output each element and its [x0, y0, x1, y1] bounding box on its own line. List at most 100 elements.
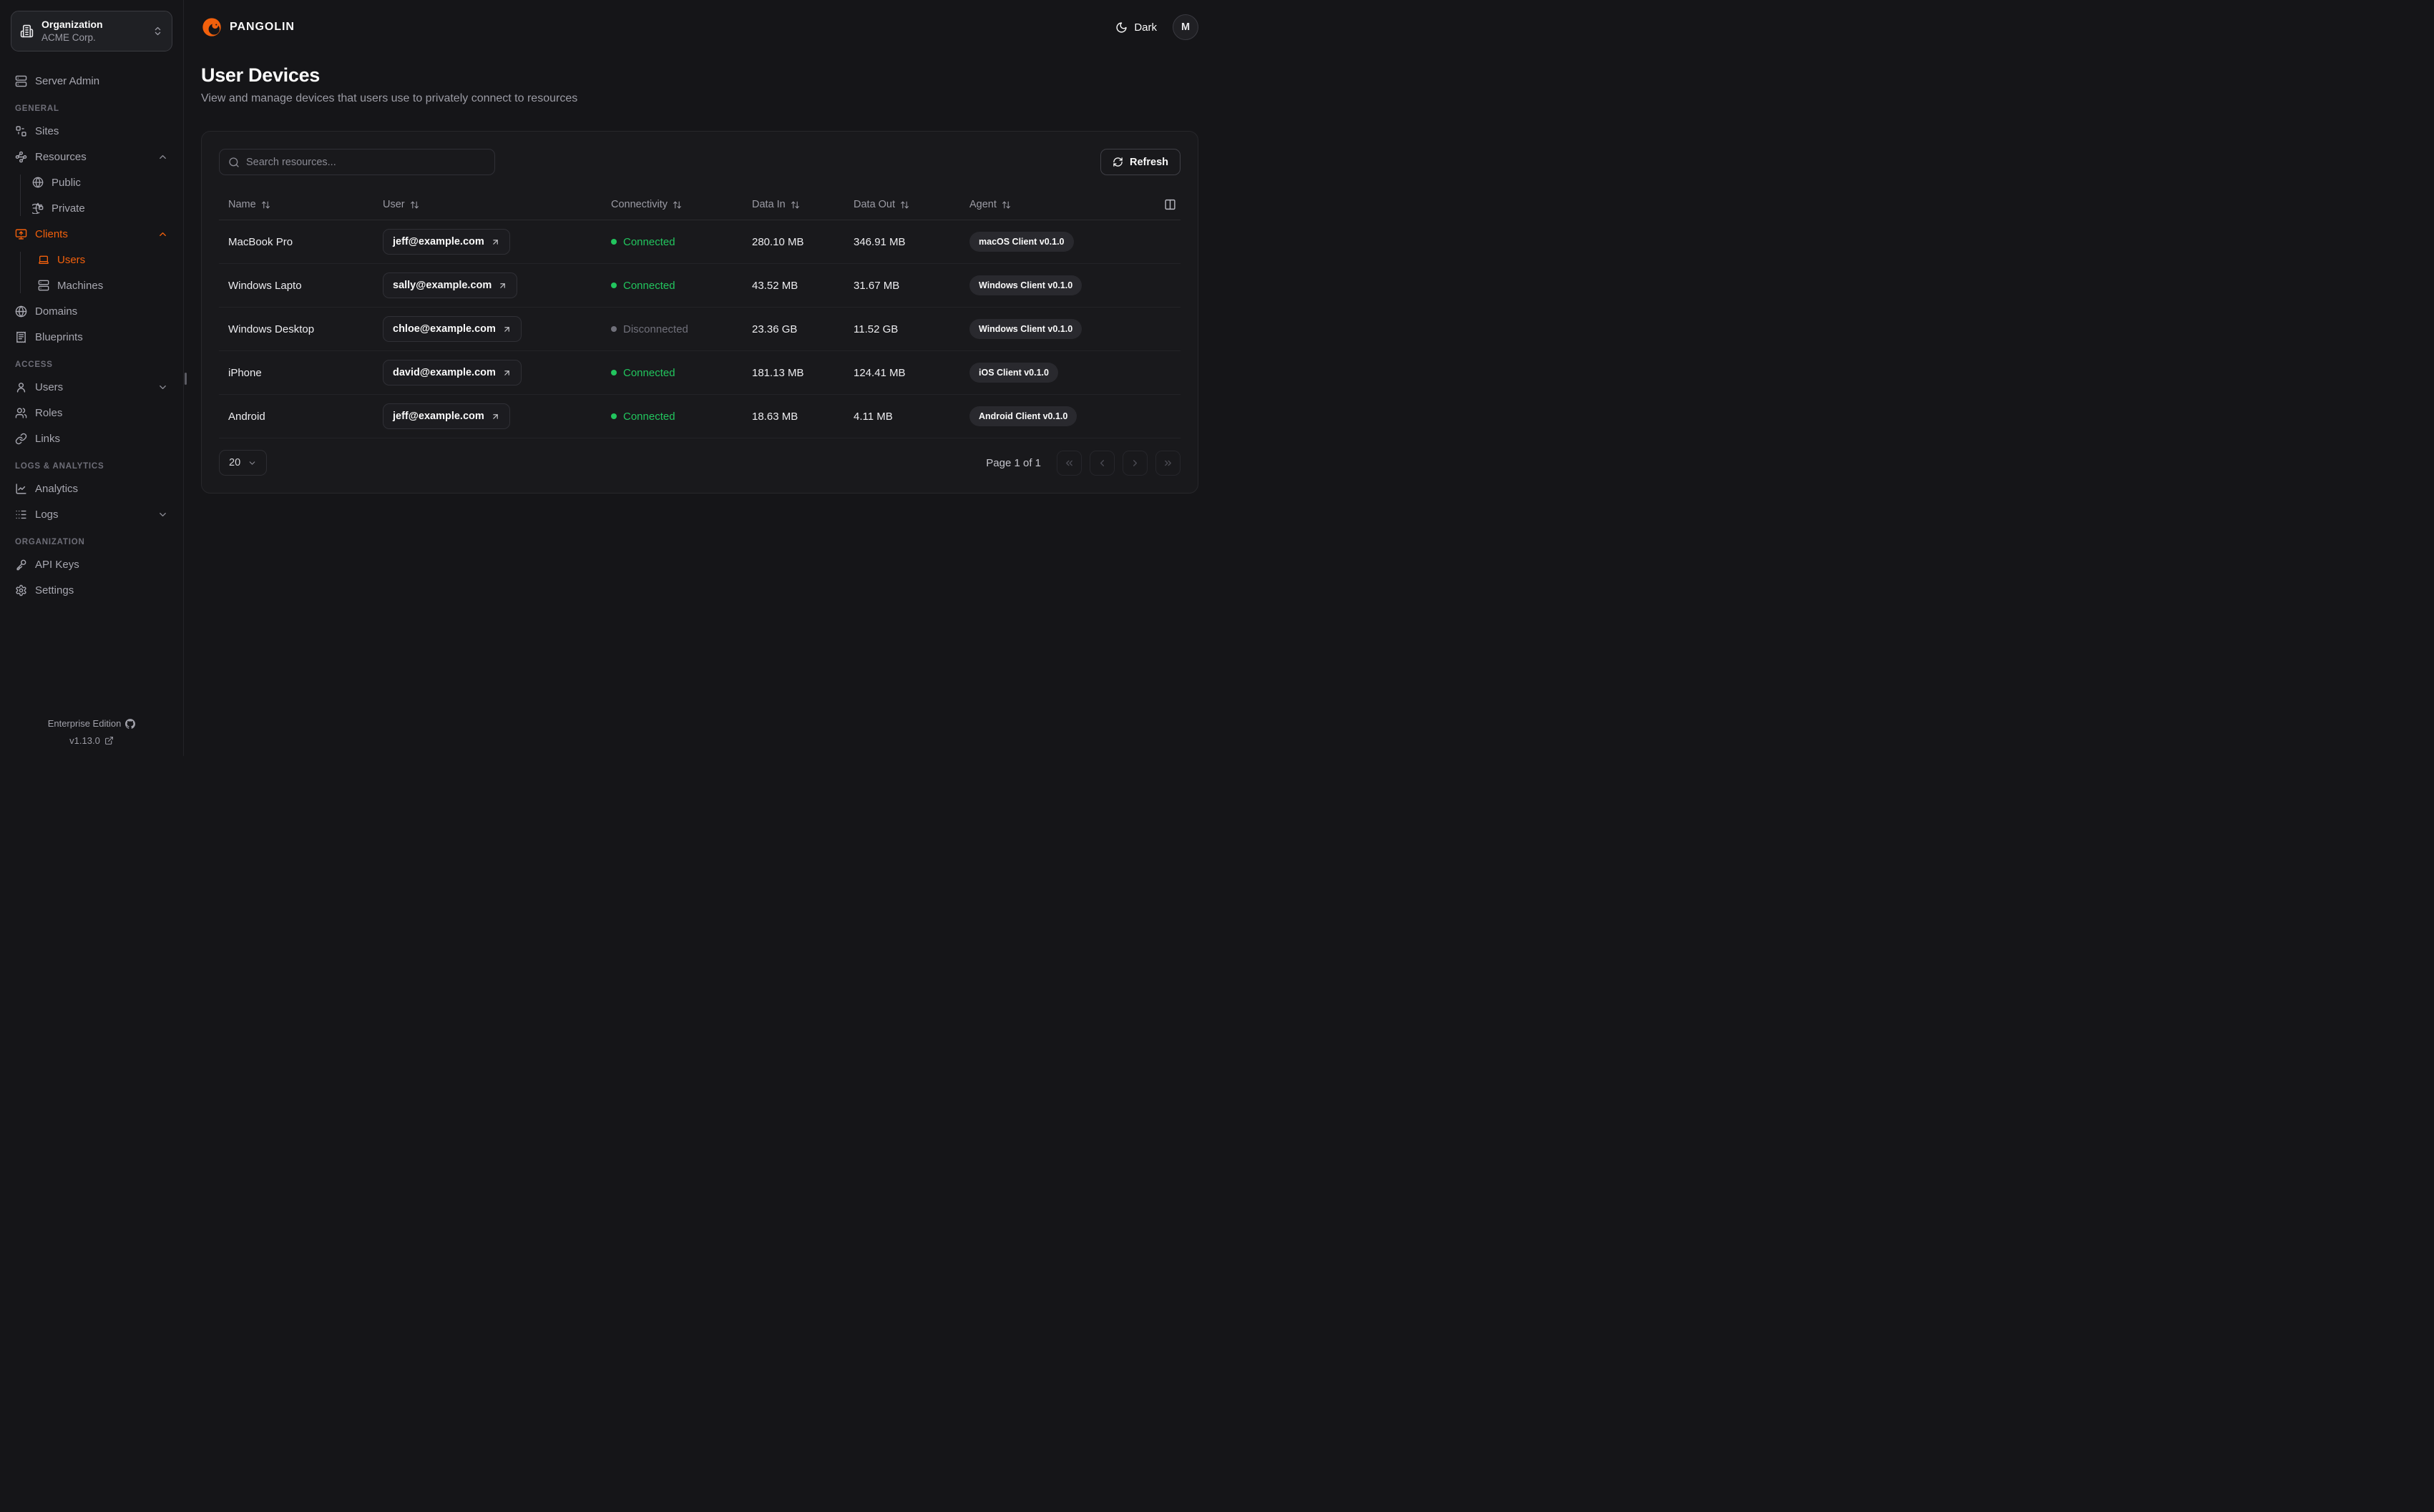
sidebar-item-links[interactable]: Links: [11, 428, 172, 449]
table-row: iPhone david@example.com Connected 181.1…: [219, 351, 1181, 395]
column-header-connectivity[interactable]: Connectivity: [611, 199, 752, 210]
sort-icon: [673, 200, 682, 210]
refresh-button[interactable]: Refresh: [1100, 149, 1181, 175]
building-icon: [20, 24, 34, 38]
edition-link[interactable]: Enterprise Edition: [11, 718, 172, 729]
users-icon: [15, 407, 27, 419]
external-link-icon: [104, 736, 114, 745]
table-row: Windows Desktop chloe@example.com Discon…: [219, 308, 1181, 351]
org-selector[interactable]: Organization ACME Corp.: [11, 11, 172, 51]
status-label: Connected: [623, 366, 675, 379]
sidebar-item-client-users[interactable]: Users: [28, 249, 172, 270]
column-label: Name: [228, 199, 256, 210]
data-in-value: 43.52 MB: [752, 279, 798, 292]
sidebar-item-label: Server Admin: [35, 74, 100, 87]
gear-icon: [15, 584, 27, 597]
clients-subgroup: Users Machines: [11, 249, 172, 296]
logs-icon: [15, 509, 27, 521]
version-link[interactable]: v1.13.0: [11, 735, 172, 746]
next-page-button[interactable]: [1123, 450, 1148, 476]
sidebar-item-logs[interactable]: Logs: [11, 504, 172, 525]
status-dot: [611, 283, 617, 288]
user-link-button[interactable]: jeff@example.com: [383, 229, 510, 255]
column-header-data-out[interactable]: Data Out: [854, 199, 969, 210]
page-size-value: 20: [229, 457, 241, 468]
page-subtitle: View and manage devices that users use t…: [201, 92, 578, 104]
device-name: iPhone: [228, 366, 262, 379]
data-out-value: 4.11 MB: [854, 410, 893, 423]
sidebar-item-users[interactable]: Users: [11, 376, 172, 398]
user-link-button[interactable]: sally@example.com: [383, 273, 518, 298]
column-header-user[interactable]: User: [383, 199, 611, 210]
section-organization: ORGANIZATION: [15, 538, 85, 546]
theme-toggle[interactable]: Dark: [1115, 21, 1157, 34]
brand[interactable]: PANGOLIN: [201, 16, 295, 38]
device-name: Windows Desktop: [228, 323, 315, 335]
sidebar-item-label: Links: [35, 432, 61, 445]
data-out-value: 124.41 MB: [854, 366, 906, 379]
last-page-button[interactable]: [1155, 450, 1181, 476]
search-input[interactable]: [246, 156, 486, 168]
card-toolbar: Refresh: [219, 149, 1181, 175]
sidebar-item-resources[interactable]: Resources: [11, 146, 172, 167]
sidebar-item-sites[interactable]: Sites: [11, 120, 172, 142]
pager: Page 1 of 1: [986, 450, 1181, 476]
sidebar-item-roles[interactable]: Roles: [11, 402, 172, 423]
connectivity-status: Disconnected: [611, 323, 752, 335]
column-header-data-in[interactable]: Data In: [752, 199, 854, 210]
server-icon: [15, 75, 27, 87]
chevron-up-icon: [157, 229, 168, 240]
sidebar: Organization ACME Corp. Server Admin GEN…: [0, 0, 184, 756]
sidebar-item-public[interactable]: Public: [28, 172, 172, 193]
receipt-icon: [15, 331, 27, 343]
section-general: GENERAL: [15, 104, 59, 113]
sort-icon: [410, 200, 419, 210]
page-size-select[interactable]: 20: [219, 450, 268, 476]
server-icon: [38, 280, 49, 291]
user-link-button[interactable]: jeff@example.com: [383, 403, 510, 429]
sidebar-item-api-keys[interactable]: API Keys: [11, 554, 172, 575]
user-icon: [15, 381, 27, 393]
column-header-name[interactable]: Name: [228, 199, 383, 210]
sidebar-item-clients[interactable]: Clients: [11, 223, 172, 245]
search-box[interactable]: [219, 149, 495, 175]
sidebar-item-label: Public: [52, 176, 81, 189]
data-in-value: 181.13 MB: [752, 366, 804, 379]
sidebar-item-server-admin[interactable]: Server Admin: [11, 70, 172, 92]
sidebar-item-machines[interactable]: Machines: [28, 275, 172, 296]
data-in-value: 18.63 MB: [752, 410, 798, 423]
device-name: Android: [228, 410, 265, 423]
refresh-icon: [1113, 157, 1123, 167]
pager-buttons: [1057, 450, 1181, 476]
sidebar-item-label: Machines: [57, 279, 104, 292]
sidebar-item-private[interactable]: Private: [28, 197, 172, 219]
status-label: Connected: [623, 410, 675, 423]
avatar[interactable]: M: [1173, 14, 1198, 40]
sidebar-item-label: Clients: [35, 227, 68, 240]
arrow-up-right-icon: [498, 281, 507, 290]
user-link-button[interactable]: david@example.com: [383, 360, 522, 386]
sites-icon: [15, 125, 27, 137]
sidebar-footer: Enterprise Edition v1.13.0: [11, 718, 172, 746]
first-page-button[interactable]: [1057, 450, 1082, 476]
column-header-agent[interactable]: Agent: [969, 199, 1171, 210]
sort-icon: [261, 200, 270, 210]
agent-badge: Windows Client v0.1.0: [969, 275, 1082, 295]
status-label: Connected: [623, 279, 675, 292]
sidebar-item-settings[interactable]: Settings: [11, 579, 172, 601]
sidebar-item-analytics[interactable]: Analytics: [11, 478, 172, 499]
chevron-up-icon: [157, 152, 168, 162]
org-label: Organization: [41, 19, 103, 30]
sidebar-scrollbar-thumb[interactable]: [185, 373, 187, 385]
prev-page-button[interactable]: [1090, 450, 1115, 476]
org-value: ACME Corp.: [41, 32, 96, 43]
monitor-up-icon: [15, 228, 27, 240]
sidebar-item-domains[interactable]: Domains: [11, 300, 172, 322]
sidebar-item-blueprints[interactable]: Blueprints: [11, 326, 172, 348]
refresh-label: Refresh: [1130, 156, 1168, 168]
column-label: Agent: [969, 199, 997, 210]
topbar: PANGOLIN Dark M: [201, 0, 1198, 54]
chevron-down-icon: [157, 382, 168, 393]
user-link-button[interactable]: chloe@example.com: [383, 316, 522, 342]
column-visibility-button[interactable]: [1161, 196, 1179, 214]
